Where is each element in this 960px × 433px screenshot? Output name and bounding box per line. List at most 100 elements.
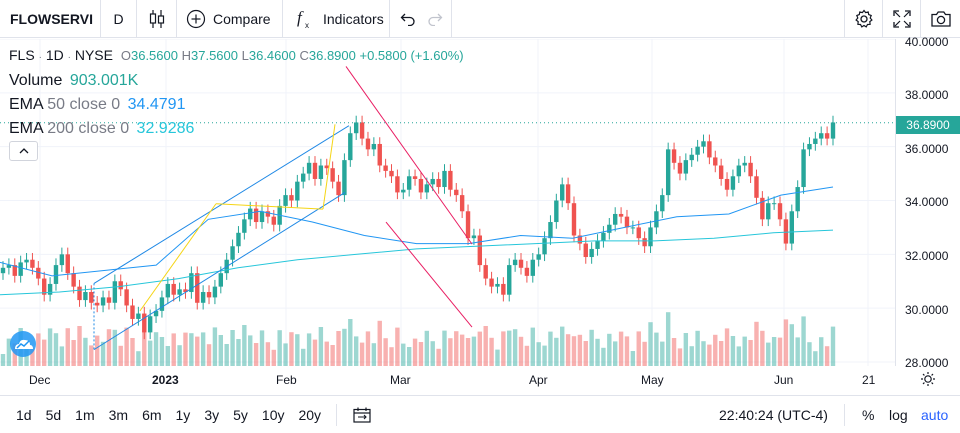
ema50-value: 34.4791 [127, 96, 186, 113]
timezone-clock[interactable]: 22:40:24 (UTC-4) [719, 406, 828, 423]
volume-bar [483, 326, 488, 366]
candle-body [412, 176, 418, 179]
indicators-button[interactable]: f x Indicators [283, 0, 390, 38]
candle-body [724, 178, 730, 190]
volume-bar [824, 346, 830, 366]
candle-body [742, 162, 747, 166]
candle-body [53, 265, 59, 284]
candle-body [560, 184, 565, 201]
volume-bar [565, 334, 571, 366]
range-1d[interactable]: 1d [16, 406, 32, 423]
volume-bar [136, 351, 141, 366]
yellow-horizontal-line [215, 203, 324, 210]
candle-body [459, 195, 465, 212]
range-5y[interactable]: 5y [233, 406, 248, 423]
volume-legend[interactable]: Volume 903.001K [9, 72, 138, 90]
volume-bar [212, 327, 218, 366]
candle-body [736, 165, 742, 177]
ema200-label: EMA [9, 120, 43, 137]
range-20y[interactable]: 20y [298, 406, 322, 423]
ema200-legend[interactable]: EMA 200 close 0 32.9286 [9, 120, 194, 138]
percent-toggle[interactable]: % [862, 406, 875, 423]
brand-logo[interactable] [8, 330, 38, 363]
range-10y[interactable]: 10y [261, 406, 285, 423]
volume-bar [336, 331, 341, 366]
candle-body [136, 313, 141, 319]
axis-settings-button[interactable] [920, 371, 936, 392]
candle-body [512, 259, 518, 266]
volume-bar [430, 341, 435, 366]
candle-body [748, 162, 753, 177]
price-axis-label: 34.0000 [905, 195, 949, 209]
volume-bar [801, 316, 806, 366]
ema200-params: 200 close 0 [47, 120, 130, 137]
candle-body [395, 176, 400, 193]
trend-channel-lower [93, 192, 346, 351]
volume-bar [301, 348, 306, 366]
auto-scale-toggle[interactable]: auto [921, 406, 949, 423]
symbol-search-button[interactable]: FLOWSERVI [0, 0, 101, 38]
candle-body [689, 154, 694, 161]
open-label: O [120, 48, 131, 63]
range-1m[interactable]: 1m [75, 406, 95, 423]
candle-body [554, 200, 559, 223]
price-chart[interactable] [0, 39, 960, 366]
candle-body [777, 203, 783, 220]
candle-body [583, 243, 588, 258]
ema50-label: EMA [9, 96, 43, 113]
volume-bar [454, 331, 459, 366]
volume-bar [760, 330, 765, 366]
legend-collapse-button[interactable] [9, 141, 38, 161]
candle-body [171, 283, 176, 295]
candle-body [383, 165, 388, 171]
chart-type-button[interactable] [137, 0, 177, 38]
volume-bar [30, 348, 35, 366]
redo-button[interactable] [418, 0, 452, 38]
candle-body [153, 310, 159, 317]
snapshot-button[interactable] [920, 0, 960, 38]
volume-bar [248, 335, 253, 366]
compare-button[interactable]: Compare [177, 0, 283, 38]
candle-body [483, 265, 488, 279]
range-6m[interactable]: 6m [142, 406, 162, 423]
undo-button[interactable] [390, 0, 418, 38]
volume-bar [748, 340, 753, 366]
settings-button[interactable] [844, 0, 882, 38]
volume-bar [195, 336, 200, 366]
fullscreen-button[interactable] [882, 0, 920, 38]
volume-bar [236, 339, 241, 366]
ema50-legend[interactable]: EMA 50 close 0 34.4791 [9, 96, 185, 114]
candle-body [112, 281, 118, 303]
go-to-date-button[interactable] [353, 407, 371, 423]
candle-body [65, 254, 70, 274]
volume-bar [783, 319, 789, 366]
range-5d[interactable]: 5d [45, 406, 62, 423]
candle-body [701, 141, 706, 147]
volume-bar [124, 327, 129, 366]
volume-bar [595, 338, 600, 366]
time-axis-label: 2023 [152, 373, 179, 387]
log-toggle[interactable]: log [889, 406, 908, 423]
interval-button[interactable]: D [101, 0, 137, 38]
close-value: 36.8900 [308, 48, 356, 63]
candle-body [271, 216, 276, 225]
candle-body [147, 316, 153, 333]
volume-value: 903.001K [69, 72, 139, 89]
candle-body [577, 235, 583, 244]
volume-bar [448, 338, 453, 366]
candle-body [495, 283, 500, 287]
range-3m[interactable]: 3m [108, 406, 129, 423]
range-3y[interactable]: 3y [204, 406, 220, 423]
time-axis-label: Dec [29, 373, 51, 387]
candle-body [660, 195, 665, 212]
candle-body [71, 273, 76, 287]
range-1y[interactable]: 1y [175, 406, 191, 423]
chevron-up-icon [19, 148, 28, 154]
candle-body [612, 213, 618, 225]
trend-channel-upper [93, 125, 350, 284]
function-icon: f x [297, 8, 309, 30]
candle-body [454, 189, 459, 196]
volume-bar [318, 327, 324, 366]
candle-body [189, 273, 194, 293]
candle-body [542, 238, 547, 255]
